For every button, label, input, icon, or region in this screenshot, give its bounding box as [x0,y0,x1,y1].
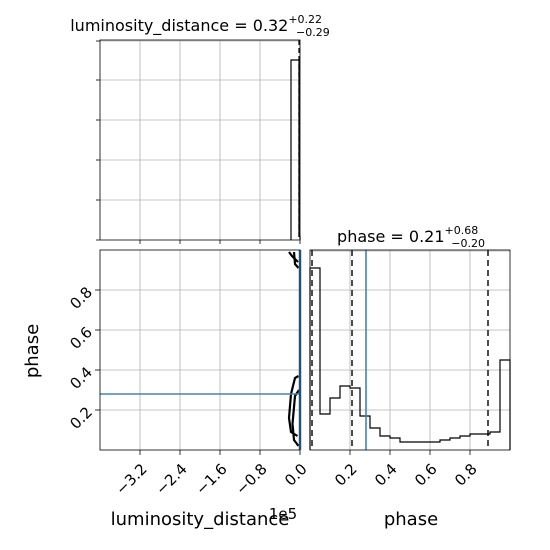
luminosity-distance-histogram-panel [96,39,301,244]
y-axis-label-phase: phase [22,324,43,378]
phase-hist-frame [309,249,511,451]
joint-frame [99,249,301,451]
phase-title: phase = 0.21+0.68 −0.20 [337,224,485,250]
phase-hist-xtick-label-0: 0.2 [331,460,361,490]
phase-hist-xtick-label-2: 0.6 [411,460,441,490]
joint-density-panel: −3.2 −2.4 −1.6 −0.8 0.0 0.2 0.4 0.6 0.8 [66,249,311,499]
phase-hist-xtick-label-1: 0.4 [371,460,401,490]
luminosity-distance-title: luminosity_distance = 0.32+0.22 −0.29 [70,13,330,39]
x-axis-label-luminosity-distance: luminosity_distance [111,509,290,530]
joint-contour-1 [288,251,299,263]
joint-ytick-label-1: 0.4 [66,363,96,393]
joint-ytick-label-3: 0.8 [66,283,96,313]
phase-hist-bars [309,267,511,450]
joint-xtick-label-0: −3.2 [112,460,150,498]
joint-contour-2 [291,389,300,447]
x-axis-offset-text: 1e5 [269,505,297,523]
phase-histogram-panel: 0.2 0.4 0.6 0.8 [309,249,511,490]
joint-ytick-label-2: 0.6 [66,323,96,353]
x-axis-label-phase: phase [384,509,438,530]
joint-xtick-label-3: −0.8 [232,460,270,498]
joint-xtick-label-2: −1.6 [192,460,230,498]
phase-hist-xtick-label-3: 0.8 [451,460,481,490]
ld-hist-frame [99,39,301,241]
joint-xtick-label-4: 0.0 [281,460,311,490]
joint-contour-0 [287,375,300,437]
joint-ytick-label-0: 0.2 [66,403,96,433]
joint-contour-3 [292,251,300,269]
joint-xtick-label-1: −2.4 [152,460,190,498]
